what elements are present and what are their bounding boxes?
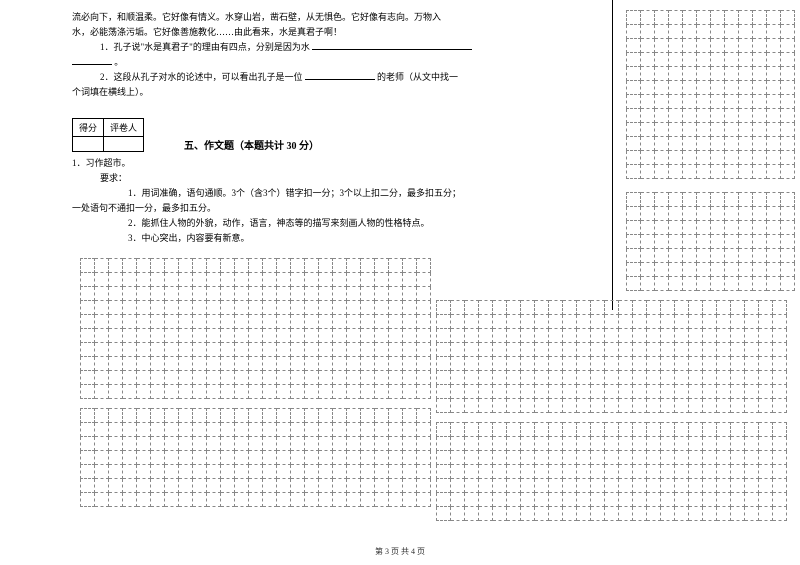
q1-blank-b[interactable] <box>72 55 112 65</box>
q2-before: 2．这段从孔子对水的论述中，可以看出孔子是一位 <box>100 72 303 82</box>
q2-blank[interactable] <box>305 70 375 80</box>
score-row: 得分 评卷人 五、作文题（本题共计 30 分） <box>72 118 612 152</box>
score-table: 得分 评卷人 <box>72 118 144 152</box>
passage-line-1: 流必向下，和顺温柔。它好像有情义。水穿山岩，凿石壁，从无惧色。它好像有志向。万物… <box>72 10 612 25</box>
q1-label: 1．孔子说"水是真君子"的理由有四点，分别是因为水 <box>100 42 310 52</box>
q2-after: 的老师（从文中找一 <box>377 72 458 82</box>
essay-l4: 一处语句不通扣一分，最多扣五分。 <box>72 201 612 216</box>
q1-tail: 。 <box>114 57 123 67</box>
essay-l5: 2．能抓住人物的外貌，动作，语言，神态等的描写来刻画人物的性格特点。 <box>128 216 612 231</box>
writing-grid-3[interactable] <box>626 10 795 179</box>
question-2: 2．这段从孔子对水的论述中，可以看出孔子是一位 的老师（从文中找一 <box>72 70 612 85</box>
left-column: 流必向下，和顺温柔。它好像有情义。水穿山岩，凿石壁，从无惧色。它好像有志向。万物… <box>72 10 612 246</box>
column-divider <box>612 0 613 310</box>
score-cell-2[interactable] <box>104 137 144 152</box>
writing-grid-4[interactable] <box>626 192 795 291</box>
passage-line-2: 水，必能荡涤污垢。它好像善施教化……由此看来，水是真君子啊！ <box>72 25 612 40</box>
essay-l1: 1．习作超市。 <box>72 156 612 171</box>
score-cell-1[interactable] <box>73 137 104 152</box>
essay-l3: 1．用词准确，语句通顺。3个（含3个）错字扣一分；3个以上扣二分，最多扣五分； <box>128 186 612 201</box>
score-header-2: 评卷人 <box>104 119 144 137</box>
page-footer: 第 3 页 共 4 页 <box>0 546 800 557</box>
score-header-1: 得分 <box>73 119 104 137</box>
writing-grid-5[interactable] <box>436 300 787 413</box>
essay-l6: 3．中心突出，内容要有新意。 <box>128 231 612 246</box>
passage-text: 流必向下，和顺温柔。它好像有情义。水穿山岩，凿石壁，从无惧色。它好像有志向。万物… <box>72 10 612 100</box>
q1-line-2: 。 <box>72 55 612 70</box>
q2-line-2: 个词填在横线上）。 <box>72 85 612 100</box>
essay-l2: 要求： <box>100 171 612 186</box>
section-5-title: 五、作文题（本题共计 30 分） <box>184 129 319 152</box>
writing-grid-6[interactable] <box>436 422 787 521</box>
essay-requirements: 1．习作超市。 要求： 1．用词准确，语句通顺。3个（含3个）错字扣一分；3个以… <box>72 156 612 246</box>
writing-grid-1[interactable] <box>80 258 431 399</box>
question-1: 1．孔子说"水是真君子"的理由有四点，分别是因为水 <box>72 40 612 55</box>
q1-blank-a[interactable] <box>312 40 472 50</box>
writing-grid-2[interactable] <box>80 408 431 507</box>
